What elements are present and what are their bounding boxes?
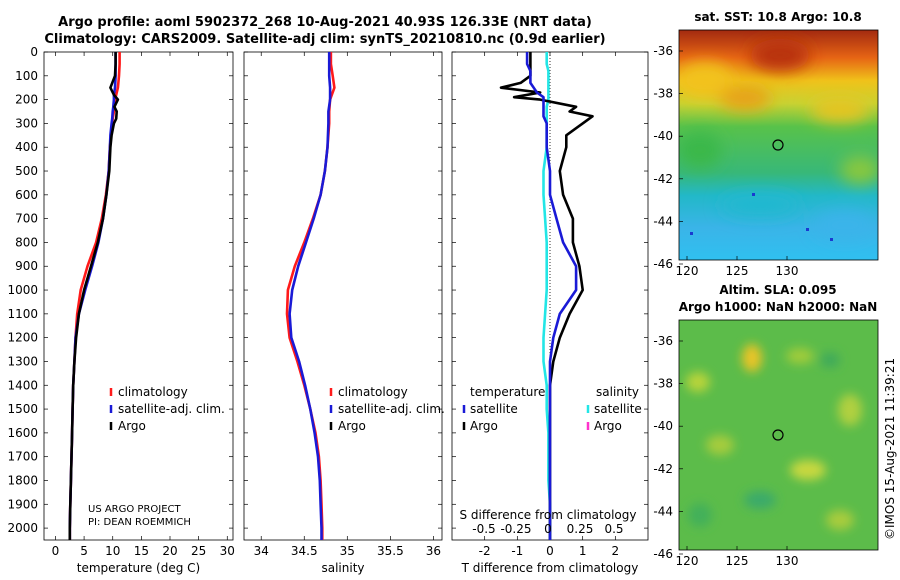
map-y-tick-label: -40 <box>653 129 673 143</box>
y-tick-label: 900 <box>15 259 38 273</box>
map-y-tick-label: -46 <box>653 257 673 271</box>
sla-map-frame <box>678 319 879 551</box>
top-tick-label: -0.5 <box>472 522 495 536</box>
top-tick-label: -0.25 <box>500 522 531 536</box>
map-y-tick-label: -46 <box>653 547 673 561</box>
y-tick-label: 1300 <box>7 354 38 368</box>
temperature-argo-line <box>68 52 120 540</box>
y-tick-label: 1000 <box>7 283 38 297</box>
pi-annotation: PI: DEAN ROEMMICH <box>88 517 191 528</box>
y-tick-label: 800 <box>15 235 38 249</box>
legend-label: climatology <box>338 385 408 399</box>
legend-label: satellite <box>470 402 518 416</box>
x-tick-label: 2 <box>612 544 620 558</box>
sla-heatmap <box>679 320 878 550</box>
map-y-tick-label: -36 <box>653 44 673 58</box>
x-tick-label: 34.5 <box>291 544 318 558</box>
y-tick-label: 1200 <box>7 331 38 345</box>
y-tick-label: 600 <box>15 188 38 202</box>
plot-frame-0 <box>43 51 234 541</box>
x-tick-label: 30 <box>220 544 235 558</box>
sla-map-title-line1: Altim. SLA: 0.095 <box>719 283 837 297</box>
sla-map-title-line2: Argo h1000: NaN h2000: NaN <box>678 300 878 314</box>
legend-label: satellite-adj. clim. <box>338 402 445 416</box>
y-tick-label: 1400 <box>7 378 38 392</box>
top-tick-label: 0.25 <box>567 522 594 536</box>
figure-title-line1: Argo profile: aoml 5902372_268 10-Aug-20… <box>58 15 592 30</box>
y-tick-label: 100 <box>15 69 38 83</box>
sst-heatmap <box>679 30 878 260</box>
salinity-satellite-diff-line <box>542 52 552 540</box>
y-tick-label: 300 <box>15 116 38 130</box>
x-axis-label: T difference from climatology <box>461 561 639 575</box>
x-tick-label: 36 <box>426 544 441 558</box>
x-tick-label: 0 <box>546 544 554 558</box>
legend-label: satellite-adj. clim. <box>118 402 225 416</box>
map-y-tick-label: -38 <box>653 377 673 391</box>
top-axis-label: S difference from climatology <box>460 508 637 522</box>
salinity-satellite-line <box>288 52 332 540</box>
figure-title-line2: Climatology: CARS2009. Satellite-adj cli… <box>44 32 606 47</box>
project-annotation: US ARGO PROJECT <box>88 504 182 515</box>
x-tick-label: 5 <box>80 544 88 558</box>
x-tick-label: 35.5 <box>377 544 404 558</box>
y-tick-label: 1800 <box>7 473 38 487</box>
map-x-tick-label: 120 <box>676 554 699 568</box>
x-axis-label: salinity <box>321 561 364 575</box>
y-tick-label: 500 <box>15 164 38 178</box>
x-axis-label: temperature (deg C) <box>77 561 200 575</box>
y-tick-label: 200 <box>15 93 38 107</box>
y-tick-label: 400 <box>15 140 38 154</box>
legend-label: Argo <box>338 419 366 433</box>
y-tick-label: 1700 <box>7 450 38 464</box>
x-tick-label: -2 <box>479 544 491 558</box>
x-tick-label: 15 <box>134 544 149 558</box>
x-tick-label: 20 <box>162 544 177 558</box>
legend-label: climatology <box>118 385 188 399</box>
map-y-tick-label: -40 <box>653 419 673 433</box>
map-x-tick-label: 125 <box>726 264 749 278</box>
x-tick-label: -1 <box>511 544 523 558</box>
legend-label: Argo <box>118 419 146 433</box>
y-tick-label: 1100 <box>7 307 38 321</box>
x-tick-label: 35 <box>340 544 355 558</box>
legend-label: Argo <box>594 419 622 433</box>
top-tick-label: 0.5 <box>604 522 623 536</box>
y-tick-label: 1500 <box>7 402 38 416</box>
map-y-tick-label: -44 <box>653 214 673 228</box>
map-y-tick-label: -42 <box>653 172 673 186</box>
map-y-tick-label: -42 <box>653 462 673 476</box>
top-tick-label: 0 <box>544 522 552 536</box>
map-x-tick-label: 130 <box>776 554 799 568</box>
legend-label: satellite <box>594 402 642 416</box>
temperature-legend-heading: temperature <box>470 385 545 399</box>
map-x-tick-label: 120 <box>676 264 699 278</box>
map-x-tick-label: 125 <box>726 554 749 568</box>
y-tick-label: 0 <box>30 45 38 59</box>
sst-map-frame <box>678 29 879 261</box>
sst-map-title: sat. SST: 10.8 Argo: 10.8 <box>694 10 862 24</box>
y-tick-label: 2000 <box>7 521 38 535</box>
map-x-tick-label: 130 <box>776 264 799 278</box>
x-tick-label: 25 <box>191 544 206 558</box>
y-tick-label: 1600 <box>7 426 38 440</box>
plot-frame-1 <box>243 51 443 541</box>
y-tick-label: 1900 <box>7 497 38 511</box>
salinity-legend-heading: salinity <box>596 385 639 399</box>
y-tick-label: 700 <box>15 212 38 226</box>
temperature-satellite-diff-line <box>525 52 578 540</box>
x-tick-label: 0 <box>52 544 60 558</box>
x-tick-label: 34 <box>254 544 269 558</box>
map-y-tick-label: -36 <box>653 334 673 348</box>
map-y-tick-label: -44 <box>653 504 673 518</box>
map-y-tick-label: -38 <box>653 87 673 101</box>
x-tick-label: 1 <box>579 544 587 558</box>
legend-label: Argo <box>470 419 498 433</box>
x-tick-label: 10 <box>105 544 120 558</box>
